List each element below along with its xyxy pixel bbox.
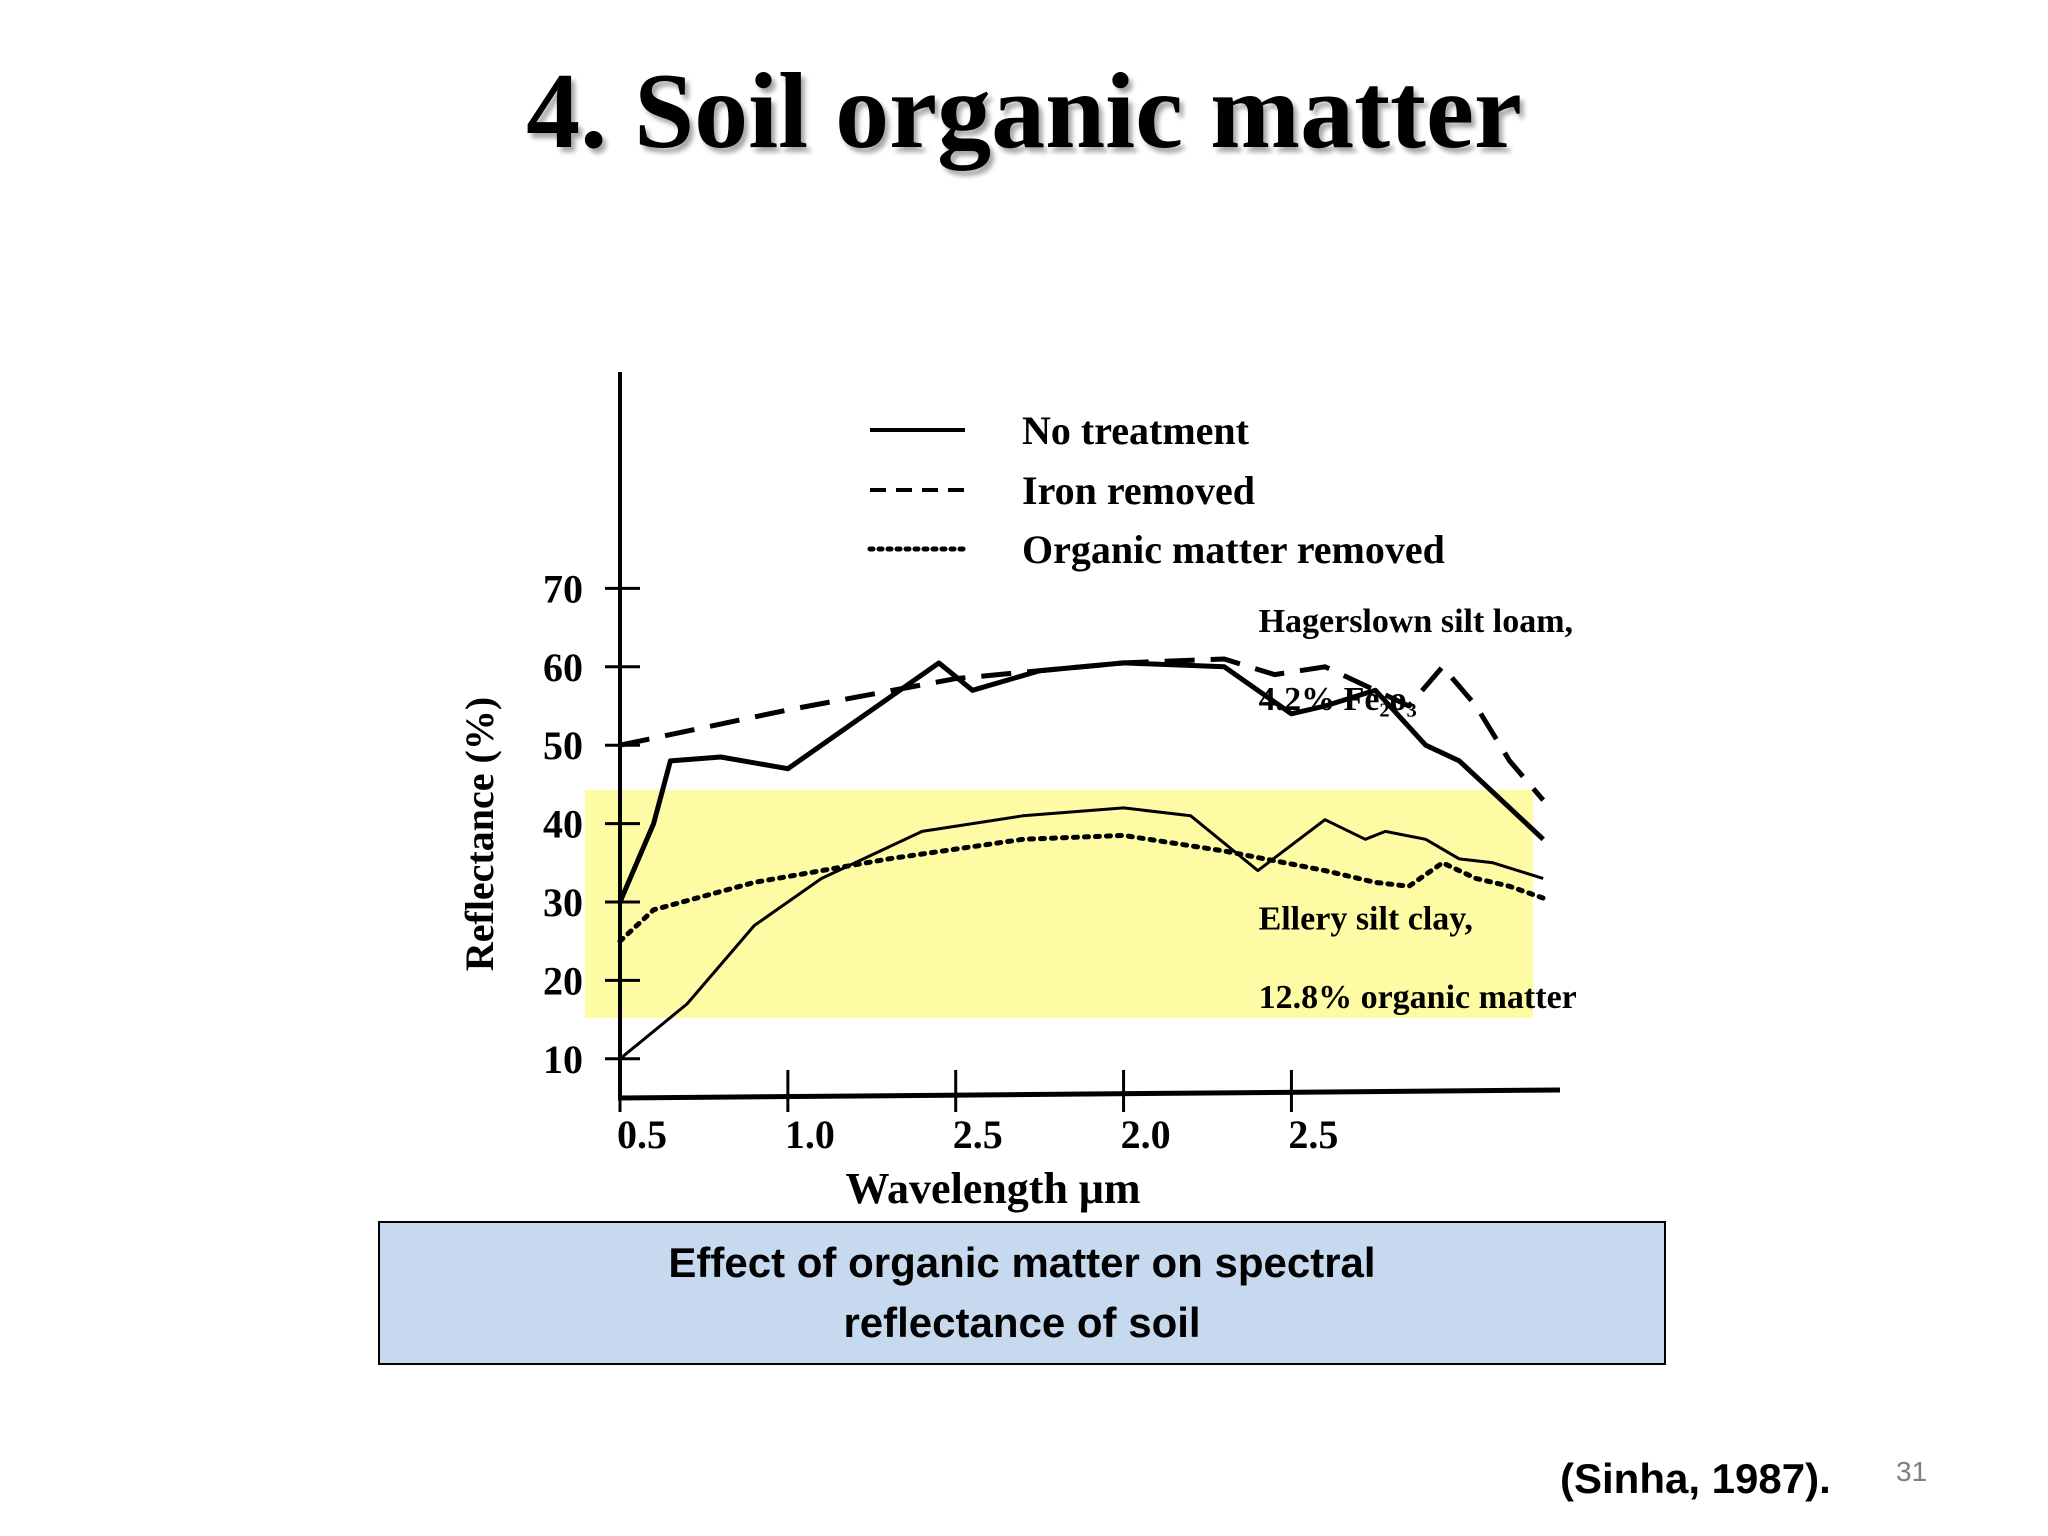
x-tick-label: 0.5 [617,1112,667,1157]
y-tick-label: 40 [543,802,583,847]
caption-box: Effect of organic matter on spectral ref… [378,1221,1666,1365]
annotation-text: 4.2% Fe₂o₃ [1259,681,1417,718]
y-tick-label: 60 [543,645,583,690]
caption-line-2: reflectance of soil [843,1299,1201,1346]
chart-legend: No treatment Iron removed Organic matter r… [867,408,1445,572]
x-tick-label: 2.5 [1288,1112,1338,1157]
slide-title: 4. Soil organic matter [526,52,1522,171]
y-tick-label: 10 [543,1037,583,1082]
legend-label: Organic matter removed [1022,527,1445,572]
y-tick-label: 30 [543,880,583,925]
series-line-solid-2 [619,806,1544,1060]
caption-line-1: Effect of organic matter on spectral [668,1239,1376,1286]
y-axis-label: Reflectance (%) [457,697,502,971]
x-axis-line [617,1087,1561,1101]
x-tick-label: 2.0 [1121,1112,1171,1157]
legend-label: Iron removed [1022,468,1255,513]
legend-label: No treatment [1022,408,1250,453]
citation: (Sinha, 1987). [1560,1455,1831,1502]
y-tick-label: 20 [543,958,583,1003]
page-number: 31 [1896,1456,1928,1487]
x-tick-label: 1.0 [785,1112,835,1157]
annotation-text: 12.8% organic matter [1259,979,1577,1016]
annotation-text: Ellery silt clay, [1259,901,1473,938]
x-tick-label: 2.5 [953,1112,1003,1157]
series-line-dotted-3 [617,832,1546,944]
chart-series [617,656,1546,1060]
x-axis-label: Wavelength μm [845,1164,1140,1213]
highlight-band [585,790,1533,1018]
series-line-dashed-0 [619,656,1546,802]
series-line-solid-1 [617,660,1545,903]
chart-axes: 10 20 30 40 50 60 70 0.5 1.0 2.5 2.0 2.5 [543,372,1561,1157]
y-tick-label: 70 [543,566,583,611]
y-tick-label: 50 [543,723,583,768]
annotation-text: Hagerslown silt loam, [1259,603,1573,640]
chart-annotations: Hagerslown silt loam, 4.2% Fe₂o₃ Ellery si… [1259,603,1577,1016]
